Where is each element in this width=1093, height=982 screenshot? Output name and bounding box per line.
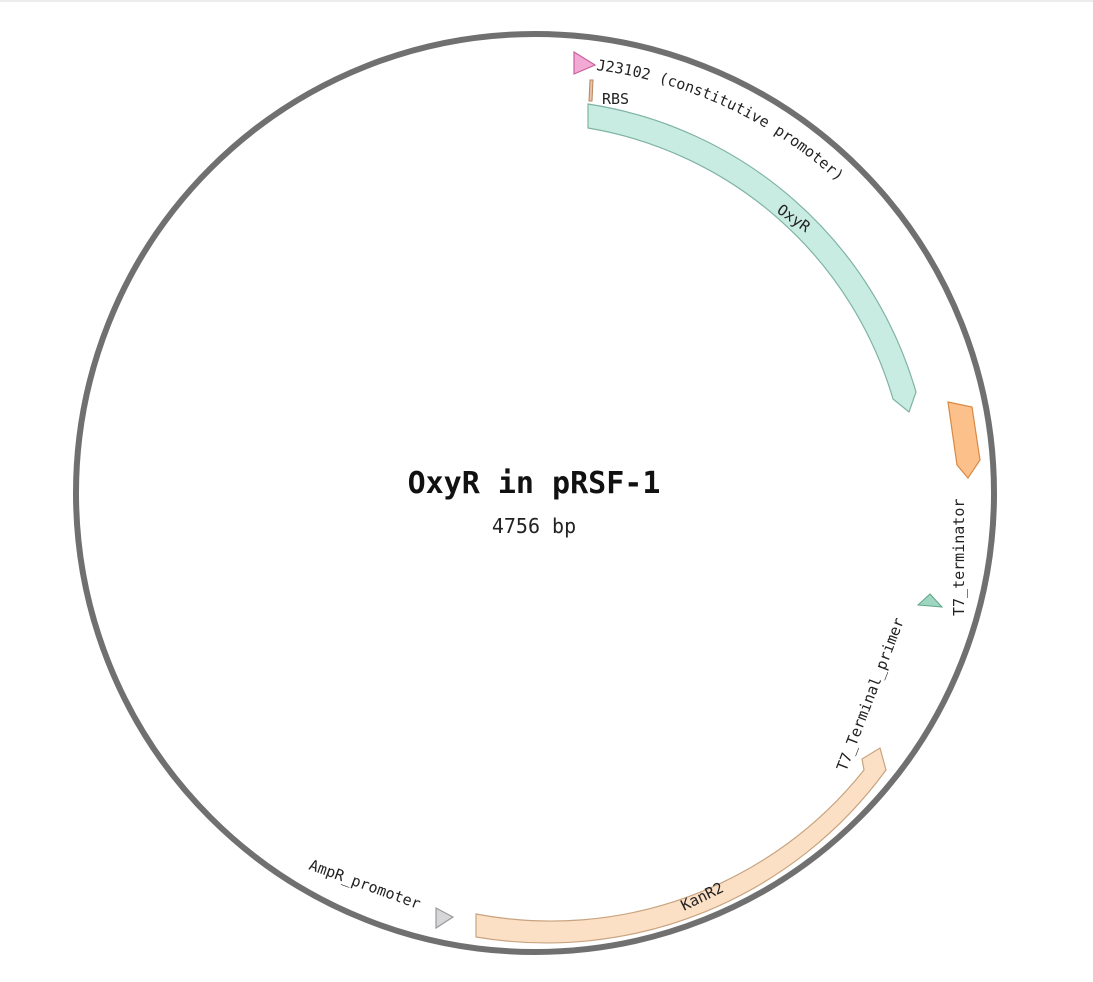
rbs-label: RBS — [602, 90, 629, 108]
oxyr-feature[interactable] — [587, 103, 917, 414]
ampr-promoter-feature[interactable] — [435, 907, 455, 930]
t7-terminator-label: T7_terminator — [950, 499, 968, 616]
ampr-promoter-label: AmpR_promoter — [307, 856, 423, 913]
plasmid-backbone — [73, 31, 997, 955]
plasmid-length: 4756 bp — [492, 514, 576, 538]
kanr2-feature[interactable] — [475, 747, 887, 944]
t7-terminator-feature[interactable] — [947, 401, 981, 479]
t7-terminal-primer-label: T7_Terminal_primer — [833, 615, 908, 773]
j23102-promoter-feature[interactable] — [573, 50, 597, 75]
t7-terminal-primer-feature[interactable] — [916, 593, 944, 608]
plasmid-name: OxyR in pRSF-1 — [408, 466, 661, 501]
rbs-feature[interactable] — [588, 79, 594, 102]
